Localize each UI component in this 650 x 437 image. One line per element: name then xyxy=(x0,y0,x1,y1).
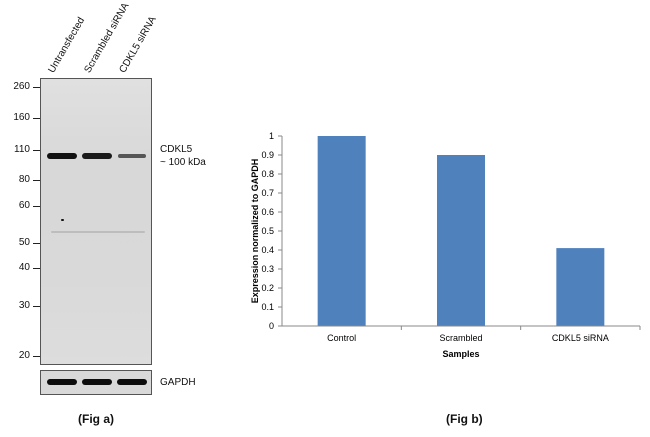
cdkl5-band-untransfected xyxy=(47,153,77,159)
mw-marker-50: 50 xyxy=(18,237,30,248)
gapdh-band-untransfected xyxy=(47,379,77,385)
mw-tick xyxy=(33,87,40,88)
y-tick-label: 1 xyxy=(269,131,274,141)
mw-marker-30: 30 xyxy=(18,300,30,311)
y-tick-label: 0.2 xyxy=(261,283,274,293)
fig-a-caption: (Fig a) xyxy=(78,412,114,426)
bar-scrambled xyxy=(437,155,485,326)
faint-band xyxy=(51,231,145,233)
x-tick-label: Scrambled xyxy=(439,333,482,343)
blot-speck xyxy=(61,219,64,221)
mw-marker-40: 40 xyxy=(18,262,30,273)
mw-marker-60: 60 xyxy=(18,200,30,211)
bars xyxy=(317,136,605,326)
y-tick-label: 0.6 xyxy=(261,207,274,217)
mw-tick xyxy=(33,243,40,244)
gapdh-label: GAPDH xyxy=(160,377,196,388)
bar-cdkl5-sirna xyxy=(556,248,605,326)
y-tick-label: 0 xyxy=(269,321,274,331)
mw-tick xyxy=(33,150,40,151)
y-tick-label: 0.9 xyxy=(261,150,274,160)
cdkl5-size-label: ~ 100 kDa xyxy=(160,157,206,168)
y-axis: 0 0.1 0.2 0.3 0.4 0.5 0.6 0.7 0.8 0.9 1 xyxy=(261,131,283,331)
gapdh-band-scrambled xyxy=(82,379,112,385)
fig-b-caption: (Fig b) xyxy=(446,412,483,426)
y-axis-title: Expression normalized to GAPDH xyxy=(250,159,260,304)
mw-marker-160: 160 xyxy=(13,112,30,123)
mw-tick xyxy=(33,118,40,119)
y-tick-label: 0.5 xyxy=(261,226,274,236)
gapdh-band-knockdown xyxy=(117,379,147,385)
x-axis-title: Samples xyxy=(442,349,479,359)
mw-marker-260: 260 xyxy=(13,81,30,92)
x-axis: Control Scrambled CDKL5 siRNA xyxy=(282,325,641,343)
mw-marker-80: 80 xyxy=(18,174,30,185)
cdkl5-band-knockdown xyxy=(118,154,146,158)
mw-tick xyxy=(33,306,40,307)
gapdh-blot xyxy=(40,370,152,395)
y-tick-label: 0.3 xyxy=(261,264,274,274)
bar-control xyxy=(317,136,366,326)
y-tick-label: 0.8 xyxy=(261,169,274,179)
mw-marker-110: 110 xyxy=(14,144,30,155)
cdkl5-band-scrambled xyxy=(82,153,112,159)
mw-tick xyxy=(33,356,40,357)
y-tick-label: 0.4 xyxy=(261,245,274,255)
y-tick-label: 0.1 xyxy=(261,302,274,312)
x-tick-label: CDKL5 siRNA xyxy=(552,333,609,343)
y-tick-label: 0.7 xyxy=(261,188,274,198)
mw-tick xyxy=(33,180,40,181)
x-tick-label: Control xyxy=(327,333,356,343)
mw-tick xyxy=(33,268,40,269)
cdkl5-label: CDKL5 xyxy=(160,144,193,155)
mw-tick xyxy=(33,206,40,207)
mw-marker-20: 20 xyxy=(18,350,30,361)
blot-membrane xyxy=(40,78,152,365)
